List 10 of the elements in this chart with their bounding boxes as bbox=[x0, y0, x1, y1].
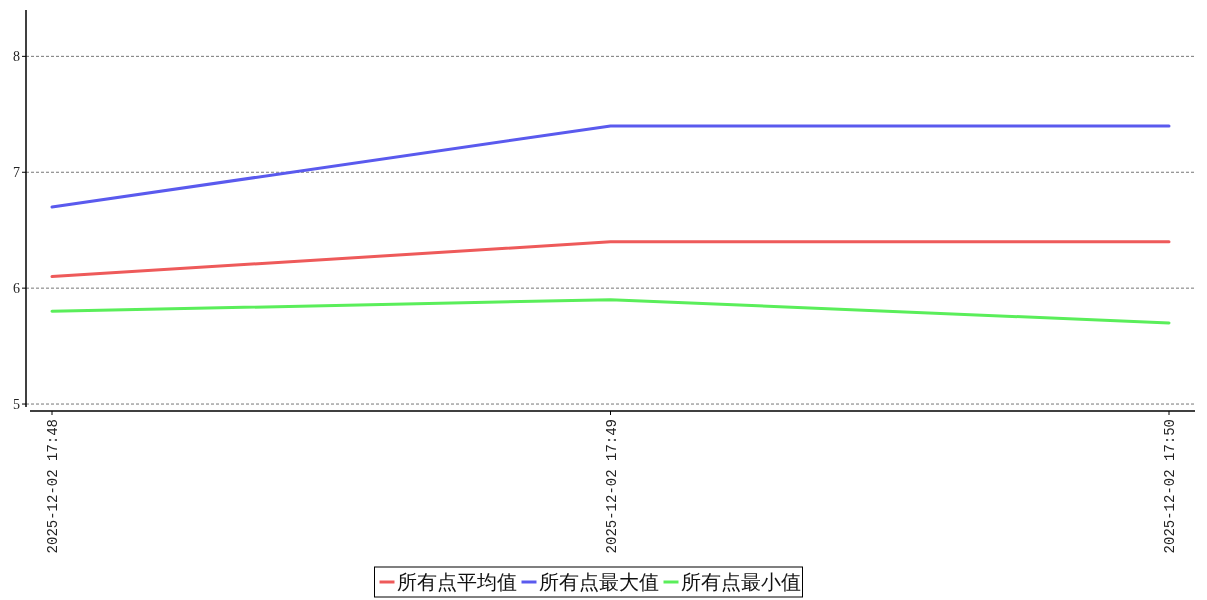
y-tick-label: 6 bbox=[13, 281, 20, 297]
x-tick-label: 2025-12-02 17:48 bbox=[45, 419, 61, 554]
y-tick-label: 5 bbox=[13, 397, 20, 413]
y-tick-label: 7 bbox=[13, 165, 20, 181]
x-tick-label: 2025-12-02 17:49 bbox=[603, 419, 620, 554]
legend-label: 所有点平均值 bbox=[396, 571, 517, 593]
x-tick-label: 2025-12-02 17:50 bbox=[1162, 419, 1178, 554]
legend-label: 所有点最大值 bbox=[538, 571, 659, 593]
y-tick-label: 8 bbox=[13, 49, 20, 65]
legend-label: 所有点最小值 bbox=[680, 571, 801, 593]
